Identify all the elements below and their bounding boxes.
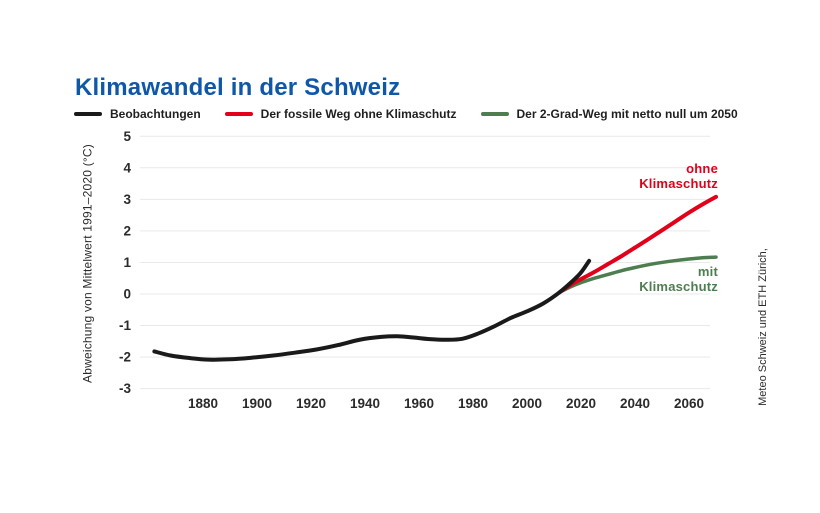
y-tick-label: 5 (123, 129, 131, 144)
y-tick-label: 0 (123, 287, 131, 302)
series-line (152, 258, 592, 362)
y-tick-label: -3 (119, 381, 131, 396)
y-tick-label: 3 (123, 192, 131, 207)
x-tick-label: 1980 (458, 396, 488, 411)
y-tick-label: -1 (119, 318, 131, 333)
x-tick-label: 1920 (296, 396, 326, 411)
legend: Beobachtungen Der fossile Weg ohne Klima… (74, 106, 762, 122)
legend-label-beobachtungen: Beobachtungen (110, 107, 201, 121)
page-title: Klimawandel in der Schweiz (75, 74, 401, 101)
legend-swatch-fossiler-weg (224, 112, 253, 116)
annotation-line: Klimaschutz (639, 176, 718, 191)
x-tick-label: 2020 (566, 396, 596, 411)
annotation-line: ohne (686, 161, 718, 176)
series-line (557, 194, 718, 295)
annotation-mit-klimaschutz: mit Klimaschutz (639, 264, 718, 294)
series-line (557, 255, 718, 295)
y-tick-label: -2 (119, 350, 131, 365)
x-tick-label: 2000 (512, 396, 542, 411)
legend-label-2-grad-weg: Der 2-Grad-Weg mit netto null um 2050 (516, 107, 738, 121)
legend-swatch-2-grad-weg (480, 112, 509, 116)
legend-item-fossiler-weg: Der fossile Weg ohne Klimaschutz (224, 107, 457, 121)
annotation-ohne-klimaschutz: ohne Klimaschutz (639, 161, 718, 191)
annotation-line: Klimaschutz (639, 279, 718, 294)
y-tick-label: 1 (123, 255, 131, 270)
x-tick-label: 1880 (188, 396, 218, 411)
annotation-line: mit (697, 264, 718, 279)
y-tick-label: 2 (123, 223, 131, 238)
legend-swatch-beobachtungen (74, 112, 102, 116)
x-tick-label: 1900 (242, 396, 272, 411)
x-tick-label: 1940 (350, 396, 380, 411)
x-tick-label: 2060 (674, 396, 704, 411)
legend-item-2-grad-weg: Der 2-Grad-Weg mit netto null um 2050 (480, 107, 738, 121)
x-tick-label: 1960 (404, 396, 434, 411)
source-attribution: Meteo Schweiz und ETH Zürich, (757, 248, 769, 406)
legend-label-fossiler-weg: Der fossile Weg ohne Klimaschutz (260, 107, 457, 121)
legend-item-beobachtungen: Beobachtungen (74, 107, 201, 121)
y-tick-label: 4 (123, 160, 131, 175)
x-tick-label: 2040 (620, 396, 650, 411)
